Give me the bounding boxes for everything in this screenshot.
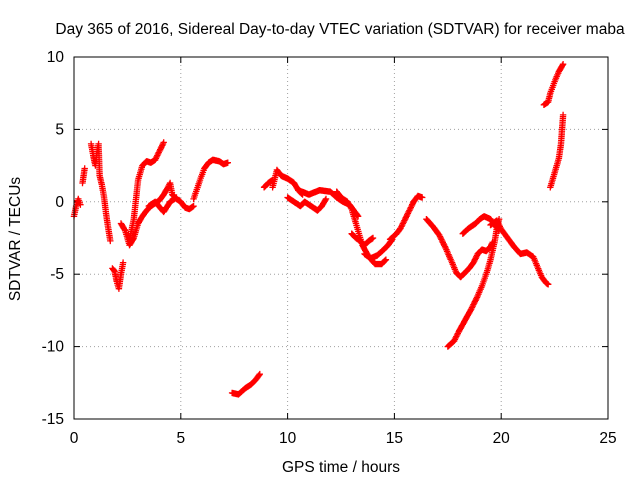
y-tick-labels: 10 5 0 -5 -10 -15 — [42, 49, 65, 428]
y-tick-label: 10 — [47, 49, 65, 66]
axis-ticks — [73, 56, 609, 420]
y-tick-label: -10 — [42, 339, 65, 356]
x-tick-label: 0 — [70, 430, 79, 447]
x-tick-label: 25 — [599, 430, 616, 447]
x-tick-label: 15 — [386, 430, 403, 447]
y-tick-label: -15 — [42, 411, 64, 428]
chart-title: Day 365 of 2016, Sidereal Day-to-day VTE… — [55, 21, 625, 38]
data-segment-19 — [459, 213, 503, 237]
data-segment-17 — [423, 216, 496, 281]
data-segment-8 — [228, 370, 263, 398]
data-segment-5 — [126, 139, 167, 243]
data-segment-18 — [444, 216, 503, 350]
data-segment-22 — [547, 111, 567, 191]
data-segment-16 — [386, 192, 426, 243]
data-segment-21 — [540, 61, 567, 108]
x-axis-label: GPS time / hours — [282, 459, 400, 476]
data-marks — [70, 61, 567, 398]
plot-frame — [73, 56, 609, 420]
data-segment-7 — [190, 156, 231, 203]
data-segment-20 — [487, 217, 552, 288]
x-tick-label: 10 — [279, 430, 297, 447]
data-segment-0 — [70, 195, 84, 220]
x-tick-label: 5 — [176, 430, 185, 447]
data-segment-15 — [361, 236, 396, 262]
data-segment-1 — [79, 165, 88, 187]
y-tick-label: 5 — [55, 121, 64, 138]
data-segment-11 — [284, 194, 330, 214]
x-tick-label: 20 — [493, 430, 511, 447]
y-tick-label: -5 — [50, 266, 64, 283]
y-tick-label: 0 — [55, 194, 64, 211]
data-segment-3 — [109, 259, 127, 292]
grid-lines — [74, 57, 608, 419]
y-axis-label: SDTVAR / TECUs — [7, 177, 24, 302]
data-segment-6 — [145, 194, 180, 216]
data-segment-2 — [87, 140, 114, 245]
x-tick-labels: 0 5 10 15 20 25 — [70, 430, 617, 447]
